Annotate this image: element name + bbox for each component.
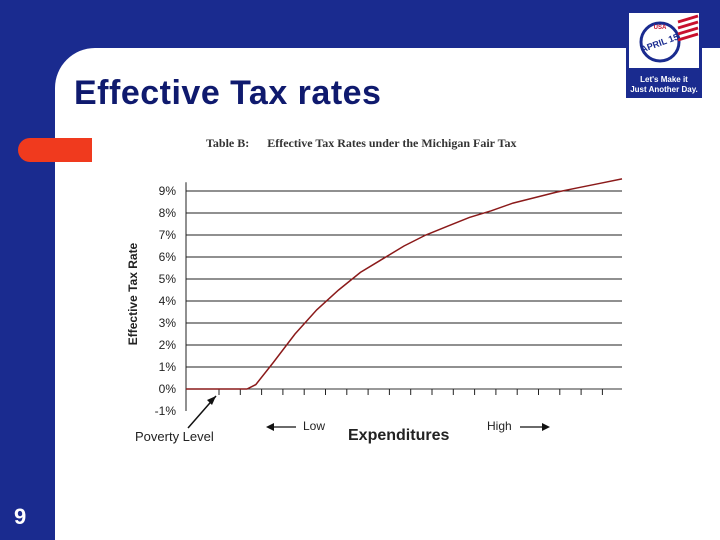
high-label: High <box>487 419 512 433</box>
logo-top-text: USA <box>654 25 667 31</box>
logo-tagline-1: Let's Make it <box>640 75 688 84</box>
april-15-logo: USA APRIL 15 Let's Make it Just Another … <box>626 10 702 98</box>
high-arrow-head <box>542 423 550 431</box>
accent-tab <box>18 138 92 162</box>
y-tick-label: 1% <box>159 360 177 374</box>
y-tick-label: 8% <box>159 206 177 220</box>
low-arrow-head <box>266 423 274 431</box>
y-tick-label: 4% <box>159 294 177 308</box>
y-tick-label: 6% <box>159 250 177 264</box>
y-tick-label: 5% <box>159 272 177 286</box>
y-tick-label: 3% <box>159 316 177 330</box>
poverty-arrow-head <box>207 396 216 405</box>
low-label: Low <box>303 419 325 433</box>
x-axis-label: Expenditures <box>348 427 449 444</box>
y-tick-label: 9% <box>159 184 177 198</box>
chart-title: Table B: Effective Tax Rates under the M… <box>206 136 516 150</box>
slide-title: Effective Tax rates <box>74 74 382 112</box>
logo-tagline-2: Just Another Day. <box>630 85 698 94</box>
y-tick-label: 0% <box>159 382 177 396</box>
tax-rate-chart: Table B: Effective Tax Rates under the M… <box>126 136 623 444</box>
series-line <box>186 178 623 390</box>
content-panel <box>55 48 720 540</box>
slide-number: 9 <box>14 504 27 529</box>
y-tick-label: 7% <box>159 228 177 242</box>
y-tick-label: 2% <box>159 338 177 352</box>
y-axis-label: Effective Tax Rate <box>126 242 140 345</box>
left-band <box>0 0 55 540</box>
poverty-level-label: Poverty Level <box>135 429 214 444</box>
y-tick-label: -1% <box>155 404 177 418</box>
logo-badge <box>639 21 681 63</box>
